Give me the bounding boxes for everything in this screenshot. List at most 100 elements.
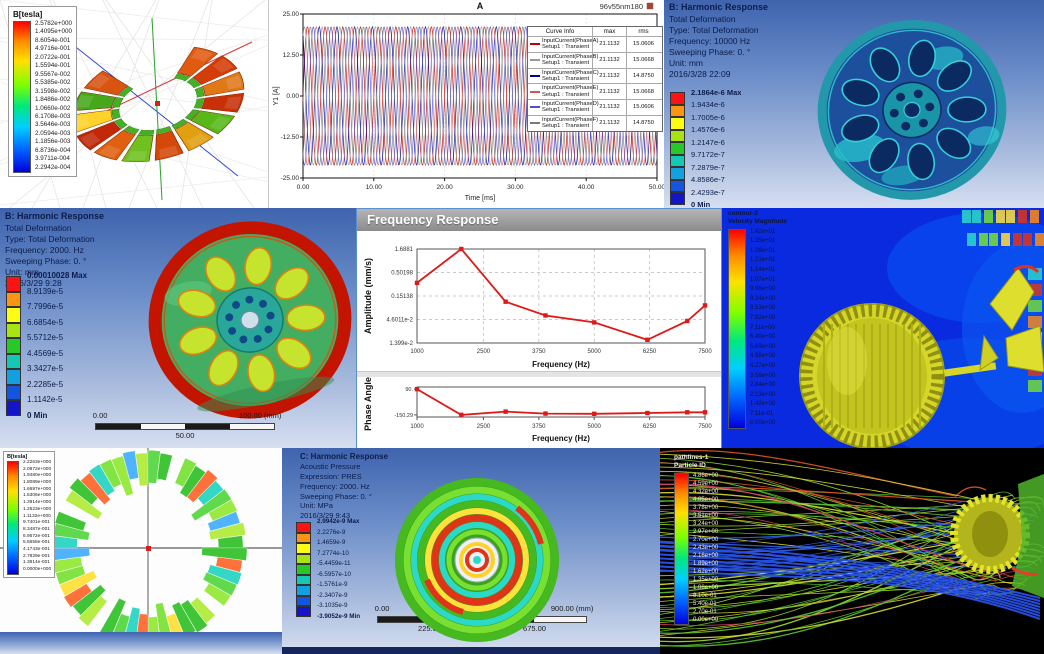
legend-value: -5.4459e-11 [317, 560, 351, 568]
legend-color-band [6, 338, 21, 354]
y-tick-label: 4.6011e-2 [386, 318, 413, 324]
wheel-deformation-view [817, 20, 1007, 200]
ruler-segment [140, 424, 185, 429]
legend-color-band [6, 291, 21, 307]
table-row: InputCurrent(PhaseB) Setup1 : Transient 21… [528, 51, 662, 68]
result-info: C: Harmonic Response Acoustic Pressure Ex… [300, 452, 388, 521]
legend-value: -1.5761e-9 [317, 581, 348, 589]
legend-color-band [670, 129, 685, 142]
table-header: max [592, 27, 626, 36]
legend-value: 7.82e+00 [750, 314, 776, 321]
panel-cfd-fan: contour-2 Velocity Magnitude 1.42e+01 1.3… [722, 208, 1044, 448]
cfd-velocity-view [799, 210, 1044, 448]
table-cell: InputCurrent(PhaseE) Setup1 : Transient [528, 84, 598, 99]
result-info-line: Frequency: 2000. Hz [300, 481, 370, 491]
ruler-segment [378, 617, 430, 622]
result-info-line: 2016/3/28 22:09 [669, 68, 731, 79]
field-ring-view [0, 448, 282, 654]
series-color-swatch [530, 59, 540, 62]
plot-separator [357, 371, 721, 377]
legend-value: 8.10e-01 [693, 592, 717, 599]
result-info-line: Unit: mm [5, 266, 39, 277]
table-cell: InputCurrent(PhaseC) Setup1 : Transient [528, 69, 599, 84]
legend-value: 3.1598e-002 [35, 87, 71, 95]
table-cell: InputCurrent(PhaseA) Setup1 : Transient [528, 37, 598, 52]
table-row: InputCurrent(PhaseE) Setup1 : Transient 21… [528, 83, 662, 99]
legend-value: 9.96e+00 [750, 286, 776, 293]
field-legend-title: B[tesla] [7, 454, 28, 460]
y-tick-label: -25.00 [281, 175, 300, 182]
legend-color-band [670, 104, 685, 117]
legend-value: 1.8089e+000 [23, 480, 52, 486]
window-titlebar[interactable]: Frequency Response [357, 209, 721, 231]
table-header-row: Curve Info max rms [528, 27, 662, 36]
legend-value: 2.70e+00 [693, 536, 719, 543]
legend-value: 8.3487e-001 [23, 526, 50, 532]
legend-value: 2.5782e+000 [35, 20, 72, 27]
legend-subtitle: Particle ID [674, 461, 706, 469]
axis-line-y [61, 35, 239, 177]
legend-value: 1.07e+01 [750, 276, 776, 283]
panel-maxwell-stator: B[tesla] 2.5782e+000 1.4095e+000 8.6054e-0… [0, 0, 268, 208]
x-tick-label: 7500 [698, 349, 712, 355]
x-tick-label: 1000 [410, 424, 424, 430]
legend-color-band [296, 522, 311, 533]
window-edge-strip [282, 647, 660, 654]
ruler-label: 900.00 (mm) [550, 604, 594, 613]
ruler-label: 50.00 [175, 431, 195, 440]
series-name: InputCurrent(PhaseC) Setup1 : Transient [542, 69, 599, 82]
panel-harmonic-10000: B: Harmonic Response Total Deformation Ty… [664, 0, 1044, 208]
ruler-label: 225.00 [418, 624, 441, 633]
series-name: InputCurrent(PhaseB) Setup1 : Transient [542, 53, 599, 67]
legend-color-band [6, 400, 21, 416]
legend-color-band [296, 606, 311, 617]
particle-legend: pathlines-1 Particle ID 4.86e+00 4.59e+00… [674, 454, 718, 625]
legend-value: 5.40e-01 [693, 600, 717, 607]
field-legend: B[tesla] 2.2263e+000 2.0872e+000 1.9480e+0… [3, 451, 56, 578]
legend-value: 7.11e+00 [750, 324, 775, 331]
axis-line-z [151, 17, 163, 201]
legend-value: 9.5567e-002 [35, 70, 71, 78]
legend-value: 1.4659e-9 [317, 539, 346, 547]
x-tick-label: 6250 [643, 424, 657, 430]
series-name: InputCurrent(PhaseE) Setup1 : Transient [542, 85, 599, 98]
legend-value: 5.69e+00 [750, 343, 776, 350]
color-scale-bar [7, 461, 19, 575]
legend-color-band [670, 117, 685, 130]
wheel-3d [148, 221, 352, 419]
legend-color-band [6, 369, 21, 385]
window-edge-strip [0, 632, 282, 654]
legend-value: 5.5712e-5 [27, 333, 64, 343]
panel-polar-field: B[tesla] 2.2263e+000 2.0872e+000 1.9480e+0… [0, 448, 282, 654]
legend-value: 1.8486e-002 [35, 96, 71, 104]
legend-value: 3.9711e-004 [35, 155, 70, 163]
frequency-response-window: Frequency Response 1.6881 0.50198 0.15138 4… [356, 208, 722, 449]
x-tick-label: 50.00 [649, 184, 664, 191]
table-cell-rms: 15.0606 [626, 37, 660, 52]
table-cell-rms: 14.8750 [626, 115, 660, 131]
series-color-swatch [530, 74, 540, 77]
series-name: InputCurrent(PhaseA) Setup1 : Transient [542, 38, 599, 51]
legend-color-band [6, 353, 21, 369]
legend-value: 0.00e+00 [750, 420, 776, 427]
window-icon [646, 2, 654, 10]
legend-color-band [670, 179, 685, 192]
series-name: InputCurrent(PhaseD) Setup1 : Transient [542, 101, 599, 114]
legend-value: 1.2523e+000 [23, 506, 52, 512]
legend-value: -2.3407e-9 [317, 591, 348, 599]
legend-value: 5.5385e-002 [35, 79, 71, 87]
legend-value: 1.0660e-002 [35, 104, 71, 112]
y-tick-label: 0.15138 [391, 294, 413, 300]
deformation-legend: 0.00010028 Max 8.9139e-5 7.7996e-5 6.6854e-… [6, 270, 136, 422]
scale-ruler: 0.00 100.00 (mm) 50.00 [93, 411, 282, 443]
y-tick-label: -12.50 [281, 134, 300, 141]
series-color-swatch [530, 43, 540, 46]
propeller-blade [1005, 325, 1044, 373]
pathlines-view [660, 449, 1044, 647]
x-tick-label: 3750 [532, 424, 546, 430]
y-axis-label: Phase Angle [363, 377, 373, 431]
legend-value: 1.4095e+000 [35, 28, 72, 36]
legend-color-band [6, 307, 21, 323]
legend-value: 4.8586e-7 [691, 175, 725, 184]
legend-value: 2.97e+00 [693, 528, 719, 535]
